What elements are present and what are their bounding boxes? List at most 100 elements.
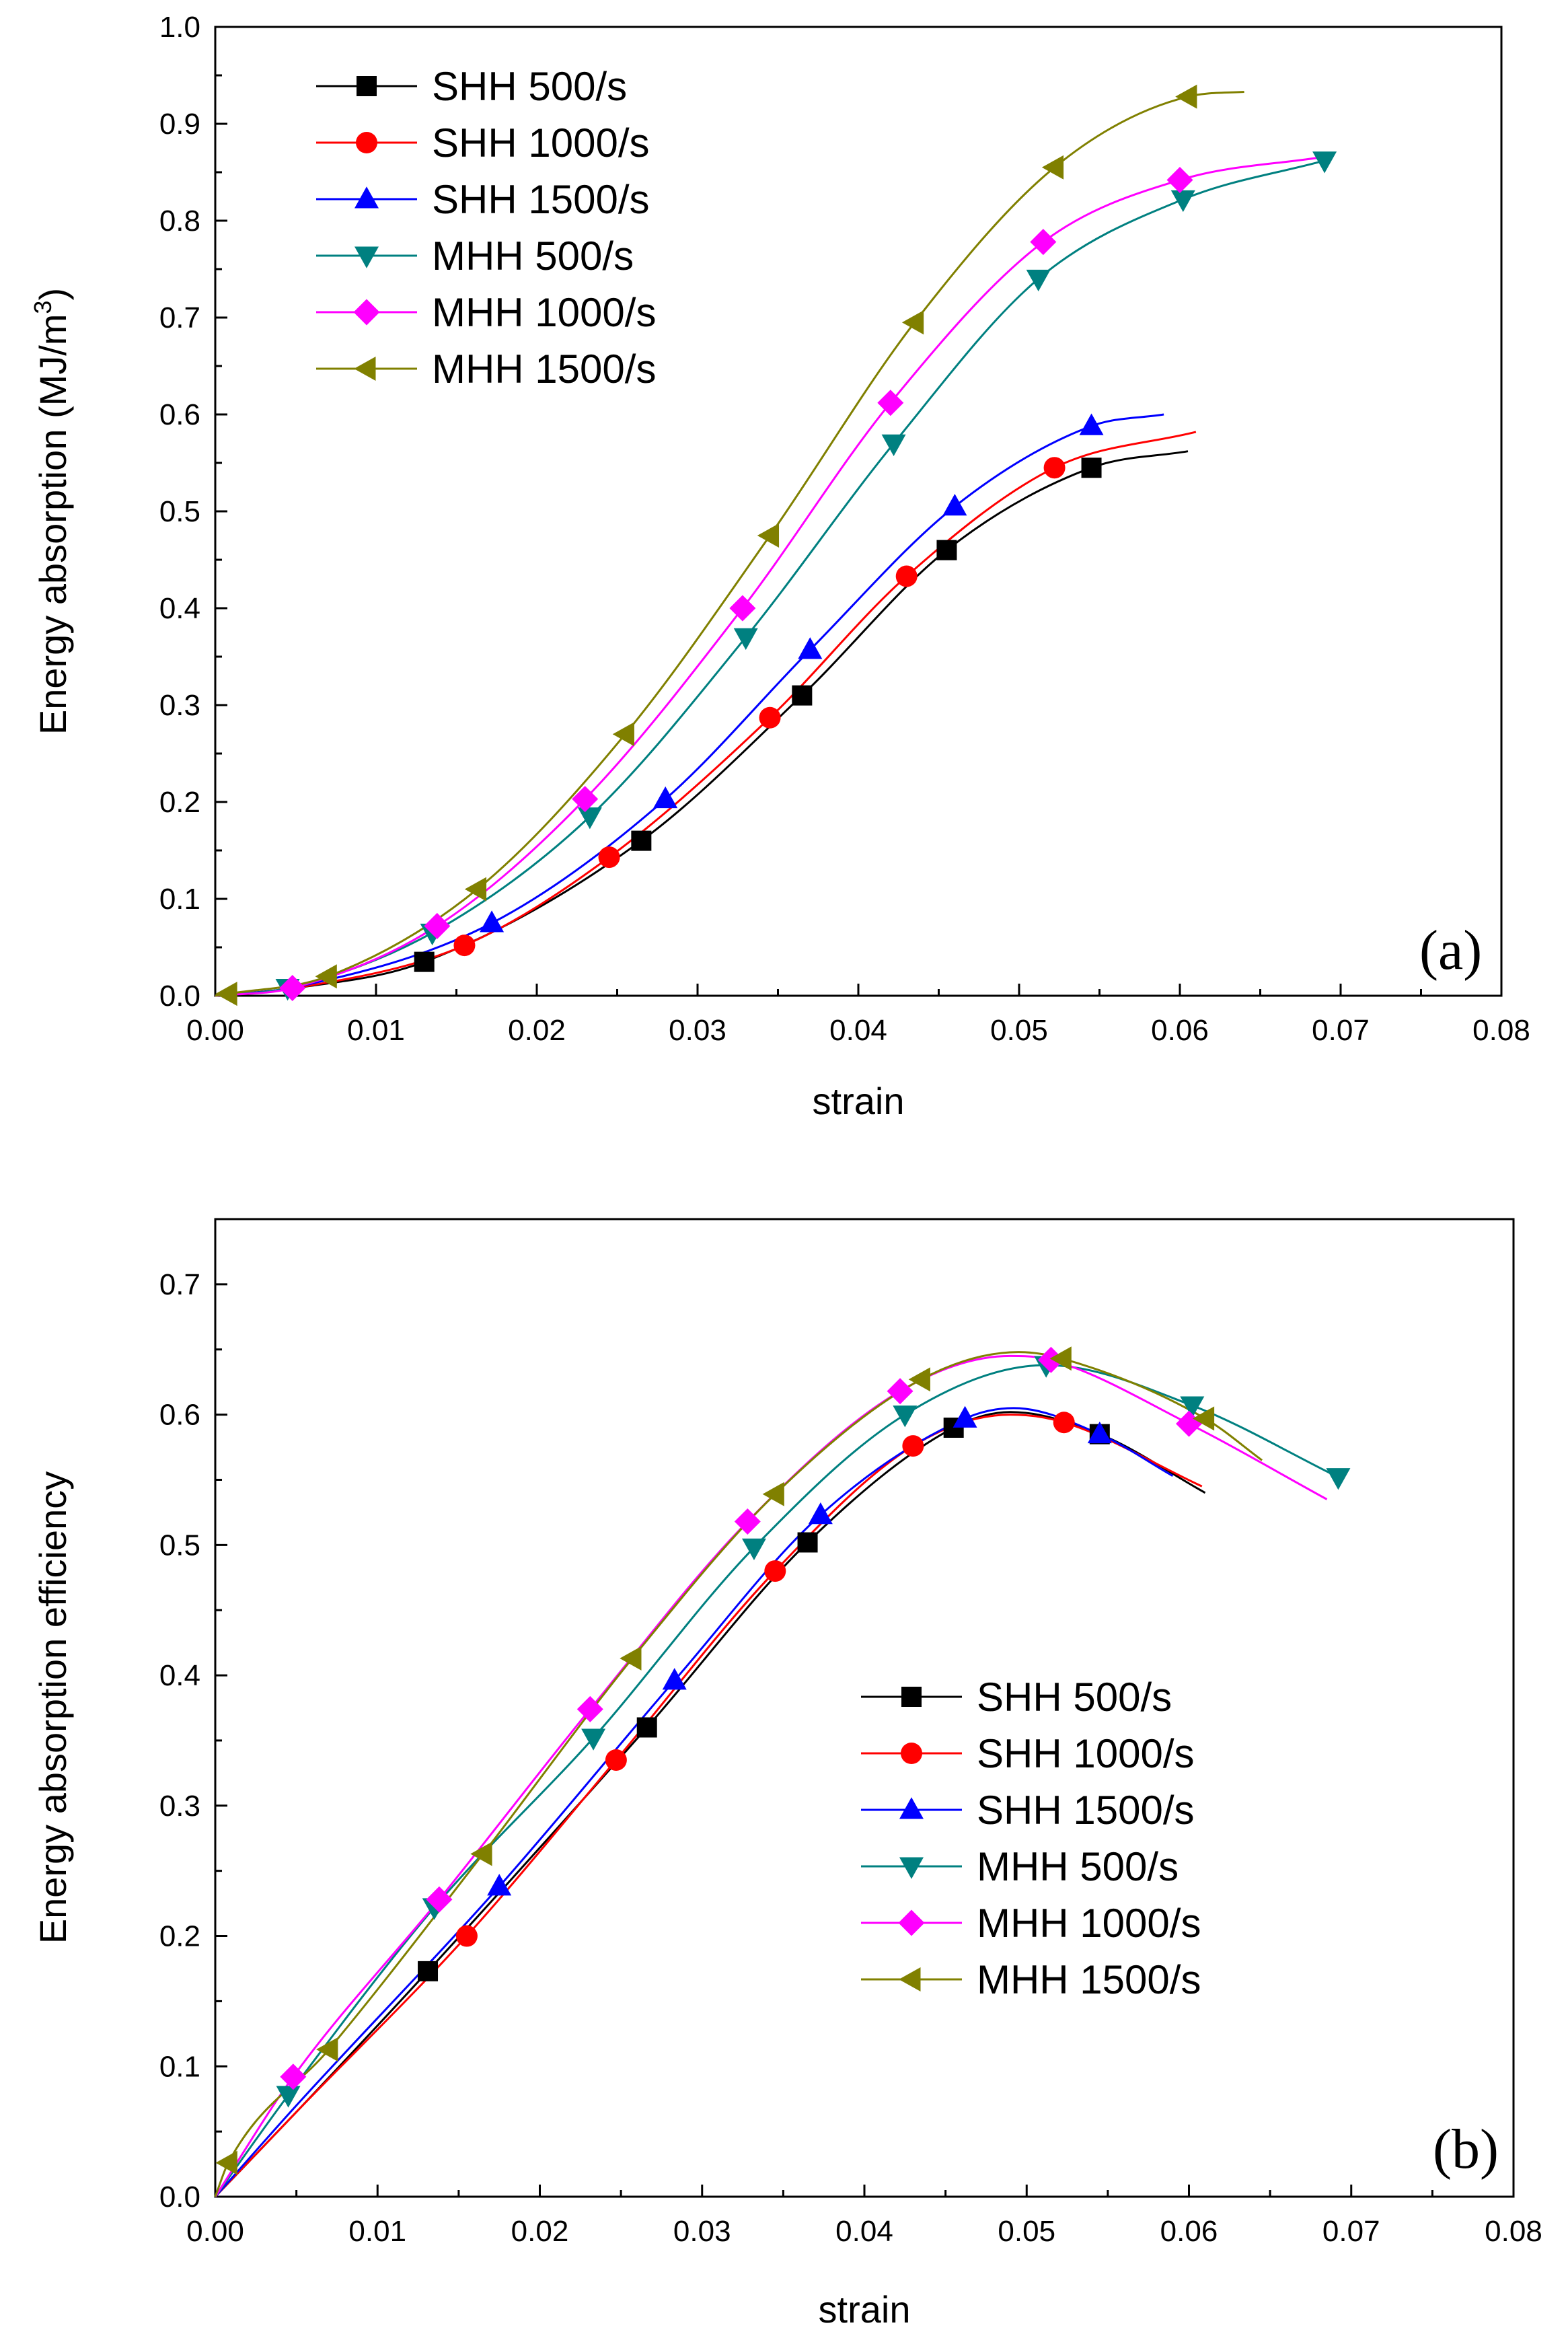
y-axis-title: Energy absorption efficiency — [32, 1471, 74, 1944]
data-point-mhh-500-s — [733, 628, 758, 650]
data-point-mhh-500-s — [1170, 190, 1195, 213]
x-tick-label: 0.01 — [348, 2215, 406, 2248]
x-tick-label: 0.02 — [511, 2215, 569, 2248]
y-tick-label: 0.4 — [159, 592, 200, 625]
y-tick-label: 0.2 — [159, 786, 200, 819]
series-line-mhh-1500-s — [215, 91, 1244, 997]
data-point-mhh-500-s — [1180, 1396, 1205, 1418]
data-point-shh-1000-s — [605, 1749, 627, 1771]
data-point-mhh-1500-s — [215, 982, 237, 1007]
y-tick-label: 0.6 — [159, 398, 200, 431]
data-point-mhh-1500-s — [757, 523, 780, 548]
data-point-mhh-500-s — [581, 1728, 606, 1751]
data-point-shh-1500-s — [662, 1668, 687, 1690]
data-point-shh-1500-s — [1087, 1421, 1112, 1444]
y-tick-label: 0.6 — [159, 1399, 200, 1432]
data-point-shh-1500-s — [653, 786, 678, 809]
legend-marker-mhh-1000-s — [898, 1909, 925, 1936]
data-point-mhh-1500-s — [315, 964, 337, 989]
y-tick-label: 0.5 — [159, 495, 200, 528]
data-point-mhh-1000-s — [877, 390, 904, 416]
data-point-mhh-500-s — [1312, 151, 1337, 174]
plot-area-frame — [214, 1218, 1515, 2198]
legend: SHH 500/s SHH 1000/s SHH 1500/s MHH 500/s MH… — [316, 64, 656, 392]
x-tick-label: 0.03 — [669, 1014, 726, 1047]
data-point-mhh-1000-s — [279, 974, 306, 1001]
y-axis-title-superscript: 3 — [29, 301, 57, 314]
chart-panel-b: 0.00 0.01 0.02 0.03 0.04 0.05 0.06 0.07 0.08 0.0 0… — [32, 1218, 1542, 2331]
series-line-mhh-1000-s — [214, 1354, 1328, 2197]
data-point-shh-1500-s — [480, 910, 505, 933]
series-lines — [215, 91, 1325, 997]
series-line-shh-500-s — [214, 1411, 1206, 2198]
legend-label-shh-500-s: SHH 500/s — [977, 1675, 1172, 1720]
data-point-mhh-500-s — [881, 434, 906, 456]
y-tick-label: 0.3 — [159, 689, 200, 722]
data-point-mhh-1000-s — [280, 2063, 307, 2090]
data-point-shh-500-s — [797, 1532, 818, 1553]
data-point-mhh-1500-s — [620, 1646, 642, 1671]
data-point-mhh-1500-s — [464, 877, 487, 902]
legend-label-mhh-1500-s: MHH 1500/s — [432, 346, 656, 392]
legend-marker-mhh-1500-s — [899, 1967, 921, 1991]
series-line-shh-1000-s — [214, 1414, 1203, 2198]
data-point-mhh-1000-s — [1030, 229, 1057, 256]
legend-marker-mhh-500-s — [899, 1857, 924, 1879]
axis-ticks: 0.00 0.01 0.02 0.03 0.04 0.05 0.06 0.07 0.08 0.0 0… — [159, 1218, 1542, 2248]
panel-label-a: (a) — [1419, 919, 1482, 982]
data-point-mhh-500-s — [1026, 269, 1051, 292]
data-point-mhh-500-s — [276, 2086, 301, 2108]
legend-marker-shh-1000-s — [901, 1743, 922, 1764]
legend-marker-shh-500-s — [901, 1687, 922, 1707]
series-line-shh-1500-s — [215, 413, 1164, 997]
data-point-shh-1000-s — [455, 1925, 478, 1947]
x-tick-label: 0.08 — [1472, 1014, 1530, 1047]
data-point-shh-1000-s — [1053, 1412, 1075, 1434]
data-point-shh-500-s — [1081, 458, 1102, 478]
y-tick-label: 0.2 — [159, 1920, 200, 1953]
data-point-shh-1000-s — [764, 1560, 786, 1582]
legend-label-mhh-1500-s: MHH 1500/s — [977, 1957, 1201, 2002]
data-point-mhh-1000-s — [1037, 1346, 1064, 1373]
legend-marker-shh-1500-s — [899, 1797, 924, 1819]
data-point-shh-500-s — [414, 951, 435, 972]
data-point-mhh-500-s — [893, 1405, 918, 1428]
data-point-mhh-500-s — [741, 1538, 766, 1560]
data-point-mhh-1000-s — [572, 786, 599, 813]
data-point-shh-1000-s — [453, 935, 476, 957]
series-line-mhh-1000-s — [215, 155, 1325, 997]
y-tick-label: 0.7 — [159, 301, 200, 334]
data-point-mhh-1500-s — [215, 2150, 237, 2175]
data-point-shh-1000-s — [895, 565, 918, 587]
data-point-mhh-1000-s — [424, 912, 451, 939]
series-line-shh-1500-s — [214, 1407, 1174, 2197]
legend-label-shh-1000-s: SHH 1000/s — [432, 120, 650, 166]
y-tick-label: 0.4 — [159, 1659, 200, 1692]
data-point-mhh-1500-s — [901, 310, 924, 335]
x-tick-label: 0.05 — [990, 1014, 1048, 1047]
legend-label-shh-1500-s: SHH 1500/s — [977, 1788, 1195, 1833]
legend-label-mhh-500-s: MHH 500/s — [432, 233, 634, 279]
data-point-shh-1000-s — [1043, 457, 1066, 479]
y-tick-label: 0.7 — [159, 1268, 200, 1301]
x-tick-label: 0.03 — [673, 2215, 731, 2248]
y-tick-label: 0.5 — [159, 1529, 200, 1562]
data-point-shh-500-s — [418, 1961, 439, 1981]
panel-label-b: (b) — [1433, 2118, 1499, 2181]
series-line-shh-500-s — [215, 450, 1189, 997]
data-point-shh-1000-s — [759, 706, 781, 729]
data-point-shh-1500-s — [942, 494, 967, 516]
x-tick-label: 0.06 — [1151, 1014, 1209, 1047]
legend-marker-mhh-1500-s — [354, 357, 376, 381]
x-tick-label: 0.04 — [835, 2215, 893, 2248]
data-point-mhh-500-s — [1326, 1468, 1351, 1490]
data-point-shh-500-s — [792, 685, 813, 706]
y-tick-label: 0.0 — [159, 980, 200, 1013]
data-point-mhh-1500-s — [1049, 1346, 1072, 1371]
plot-area-frame — [214, 26, 1503, 997]
y-tick-label: 0.0 — [159, 2181, 200, 2214]
series-line-shh-1000-s — [215, 431, 1197, 997]
data-point-shh-1500-s — [953, 1405, 977, 1428]
legend-marker-mhh-1000-s — [353, 299, 380, 326]
y-tick-label: 1.0 — [159, 11, 200, 44]
